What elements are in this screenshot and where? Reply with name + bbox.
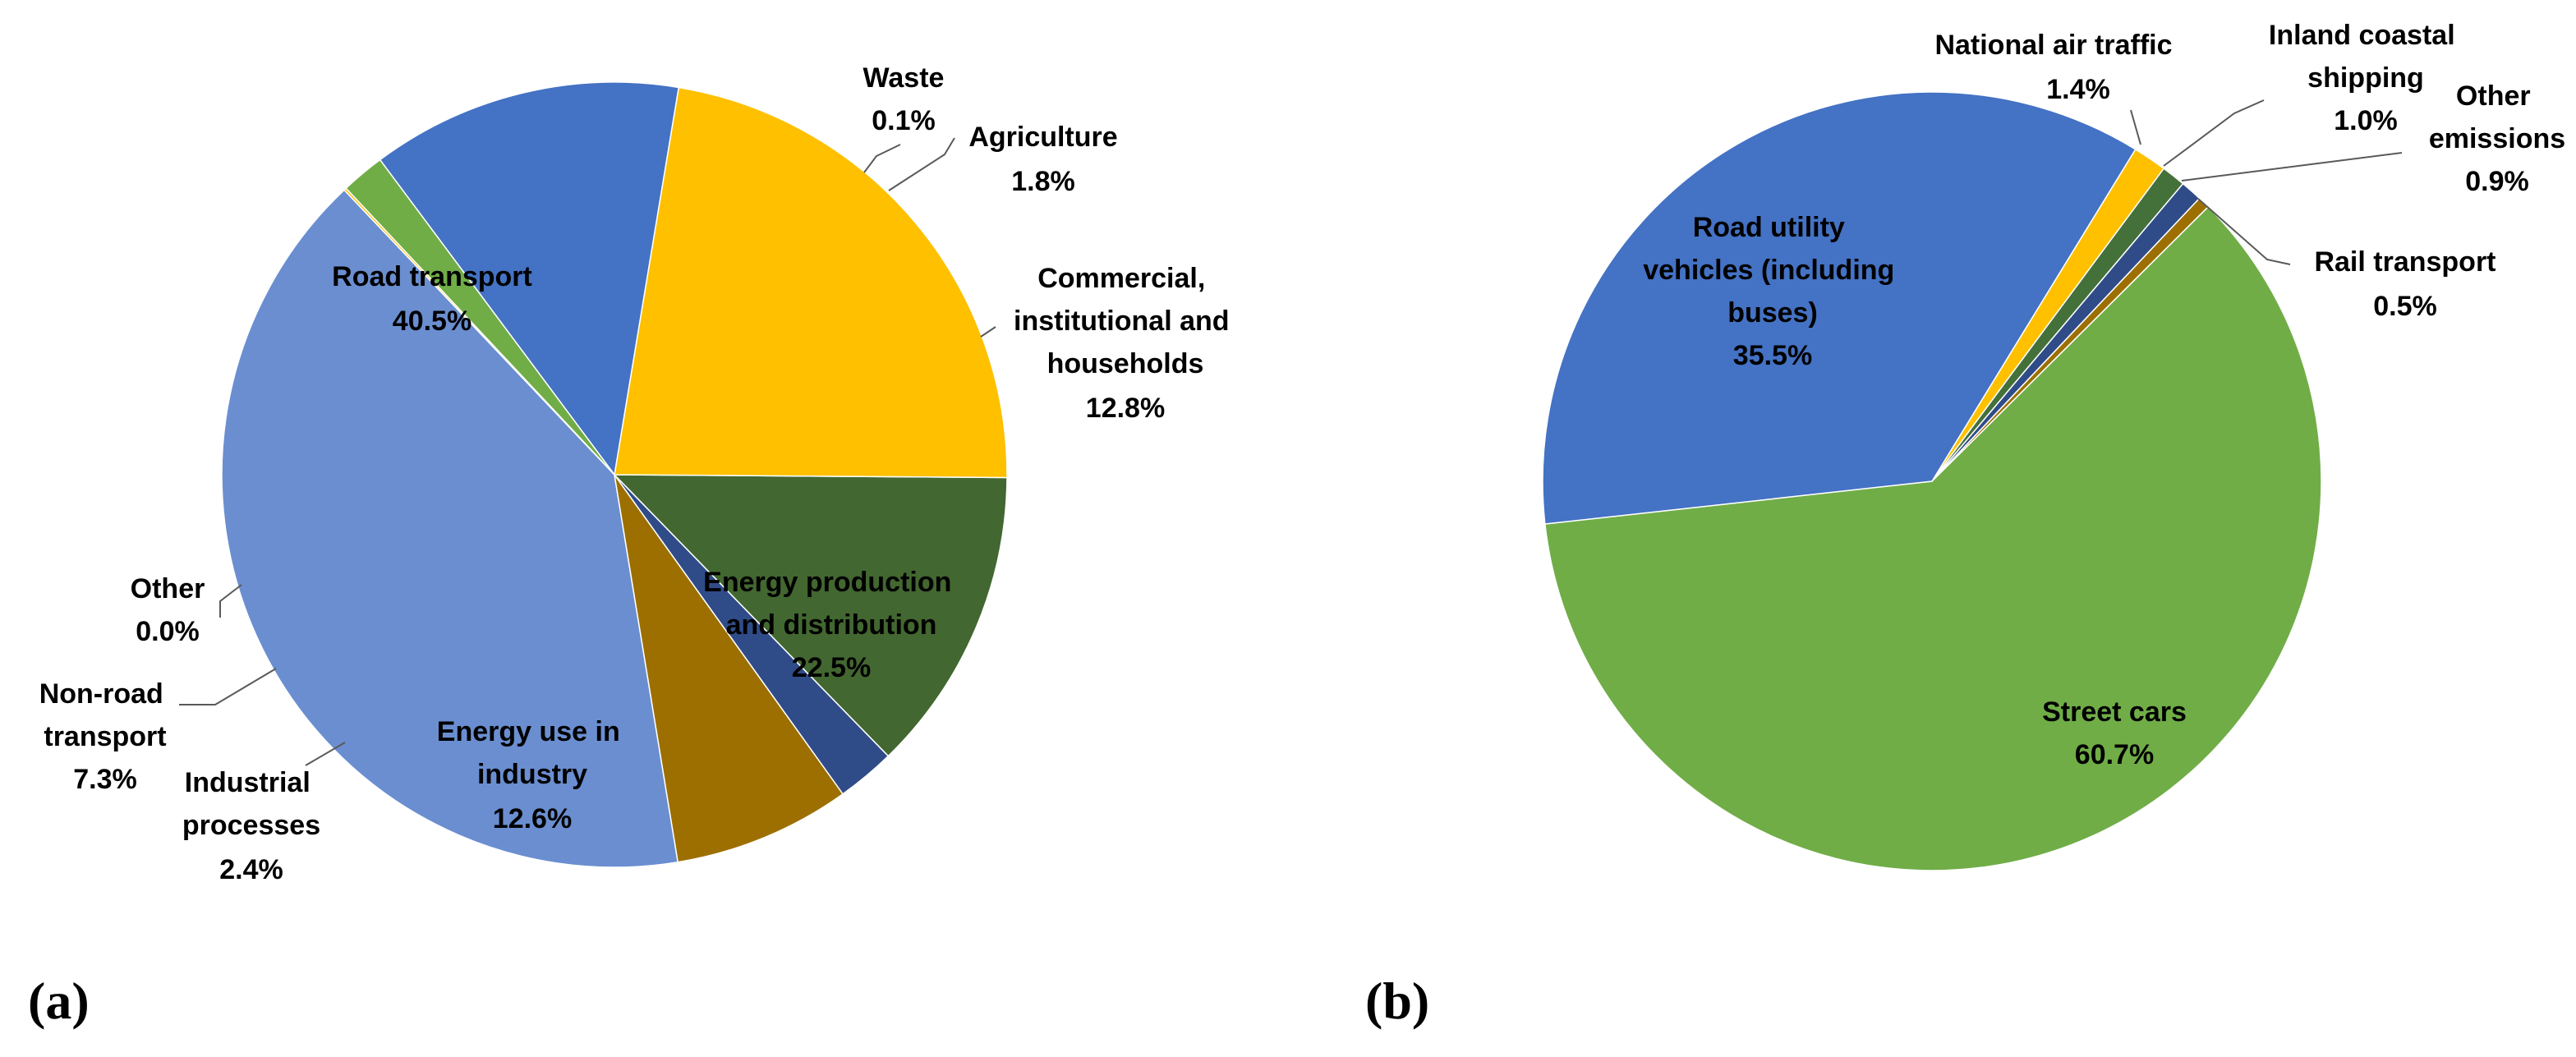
slice-value-industrial-processes: 2.4% (219, 854, 283, 885)
pie-chart-b: Road utility vehicles (including buses) … (1365, 20, 2565, 1030)
slice-value-waste: 0.1% (872, 105, 936, 136)
slice-value-other-emissions: 0.9% (2465, 166, 2529, 197)
slice-value-other: 0.0% (136, 616, 200, 647)
slice-label-energy-production: Energy production and distribution (703, 567, 959, 641)
slice-value-street-cars: 60.7% (2075, 739, 2154, 770)
slice-label-rail-transport: Rail transport (2314, 246, 2496, 278)
slice-label-other-emissions: Other emissions (2429, 80, 2565, 154)
leader-line-agriculture (888, 137, 955, 191)
slice-label-road-transport: Road transport (332, 261, 532, 292)
pie-slice-non-road-transport (614, 474, 844, 863)
slice-value-agriculture: 1.8% (1011, 166, 1075, 197)
leader-line-other-emissions (2181, 152, 2403, 182)
pie-slice-commercial (379, 81, 680, 476)
pie-slice-energy-use-industry (613, 474, 1008, 757)
slice-label-other: Other (131, 573, 205, 604)
slice-label-street-cars: Street cars (2042, 696, 2187, 728)
slice-label-road-utility-vehicles: Road utility vehicles (including buses) (1643, 212, 1902, 329)
slice-value-commercial: 12.8% (1086, 393, 1165, 424)
pie-b-slices (1542, 91, 2322, 871)
pie-slice-street-cars (1544, 205, 2322, 871)
slice-value-national-air-traffic: 1.4% (2046, 74, 2110, 105)
slice-label-energy-use-industry: Energy use in industry (437, 716, 628, 790)
leader-line-rail-transport (2197, 198, 2291, 265)
slice-label-non-road-transport: Non-road transport (39, 678, 172, 752)
slice-value-road-transport: 40.5% (393, 306, 472, 337)
slice-label-industrial-processes: Industrial processes (182, 767, 320, 841)
leader-line-non-road-transport (179, 668, 277, 705)
panel-label-a: (a) (28, 972, 90, 1030)
slice-value-energy-use-industry: 12.6% (493, 803, 572, 834)
slice-label-waste: Waste (863, 62, 945, 94)
pie-slice-road-utility-vehicles (1542, 91, 2137, 525)
slice-value-road-utility-vehicles: 35.5% (1733, 340, 1812, 371)
slice-value-non-road-transport: 7.3% (73, 764, 137, 795)
slice-label-national-air-traffic: National air traffic (1934, 30, 2172, 61)
pie-slice-road-transport (221, 189, 679, 868)
slice-value-rail-transport: 0.5% (2373, 291, 2437, 322)
slice-label-commercial: Commercial, institutional and households (1014, 263, 1237, 379)
pie-chart-a: Road transport 40.5% Waste 0.1% Agricult… (28, 62, 1237, 1030)
slice-value-inland-coastal-shipping: 1.0% (2334, 105, 2398, 136)
slice-label-inland-coastal-shipping: Inland coastal shipping (2269, 20, 2463, 94)
leader-line-waste (863, 144, 901, 173)
panel-label-b: (b) (1365, 972, 1429, 1030)
leader-line-inland-coastal-shipping (2163, 99, 2265, 167)
leader-line-other (219, 584, 242, 618)
pie-slice-waste (343, 187, 615, 476)
pie-a-slices (221, 81, 1008, 868)
slice-value-energy-production: 22.5% (792, 652, 871, 683)
leader-line-commercial (980, 326, 996, 338)
leader-line-national-air-traffic (2130, 109, 2141, 145)
slice-label-agriculture: Agriculture (968, 122, 1117, 153)
leader-line-industrial-processes (305, 742, 346, 766)
pie-slice-energy-production (614, 86, 1008, 479)
